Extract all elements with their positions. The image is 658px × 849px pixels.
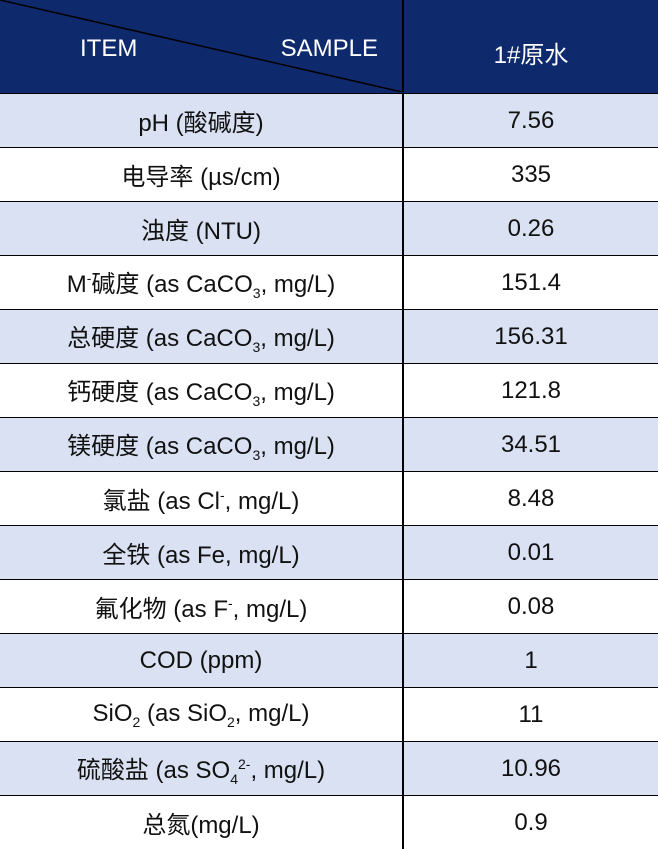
item-cell: SiO2 (as SiO2, mg/L) [0,688,404,741]
table-row: M-碱度 (as CaCO3, mg/L) 151.4 [0,255,658,309]
item-cell: 总硬度 (as CaCO3, mg/L) [0,310,404,363]
item-segment: (as SiO [140,699,227,727]
item-text: 浊度 (NTU) [141,211,261,246]
item-segment: 3 [252,338,261,355]
table-row: 氟化物 (as F-, mg/L) 0.08 [0,579,658,633]
value-cell: 156.31 [494,322,568,350]
item-segment: - [227,595,233,611]
item-segment: 总氮(mg/L) [142,812,260,839]
value-cell: 10.96 [500,754,562,782]
header-item-cell: ITEM SAMPLE [0,0,404,92]
table-row: 硫酸盐 (as SO42-, mg/L) 10.96 [0,741,658,795]
item-segment: M [66,271,87,299]
item-text: 总硬度 (as CaCO3, mg/L) [67,318,335,355]
item-text: 硫酸盐 (as SO42-, mg/L) [77,750,325,787]
value-cell: 0.26 [507,214,555,242]
item-text: COD (ppm) [140,647,263,675]
value-cell: 11 [518,700,544,728]
item-segment: 碱度 (as CaCO [91,271,253,299]
table-row: 总氮(mg/L) 0.9 [0,795,658,849]
header-sample: SAMPLE [280,35,378,62]
item-text: 氟化物 (as F-, mg/L) [95,589,308,624]
value-cell: 0.01 [507,538,555,566]
item-segment: , mg/L) [260,325,335,353]
item-segment: 2 [227,713,235,730]
table-row: 钙硬度 (as CaCO3, mg/L) 121.8 [0,363,658,417]
value-cell: 34.51 [500,430,562,458]
item-segment: 氟化物 (as F [94,596,228,623]
item-text: 总氮(mg/L) [142,805,259,840]
item-segment: , mg/L) [260,433,335,461]
table-row: 总硬度 (as CaCO3, mg/L) 156.31 [0,309,658,363]
item-segment: , mg/L) [250,757,326,785]
item-cell: 电导率 (µs/cm) [0,148,404,201]
table-header: ITEM SAMPLE 1#原水 [0,0,658,93]
item-segment: 2 [132,713,141,730]
table-row: 氯盐 (as Cl-, mg/L) 8.48 [0,471,658,525]
item-segment: , mg/L) [260,379,335,407]
table-row: 浊度 (NTU) 0.26 [0,201,658,255]
value-cell: 151.4 [500,268,562,296]
value-cell: 0.08 [507,592,555,620]
value-cell: 335 [510,160,552,188]
item-cell: M-碱度 (as CaCO3, mg/L) [0,256,404,309]
item-cell: 钙硬度 (as CaCO3, mg/L) [0,364,404,417]
value-cell: 7.56 [507,106,555,134]
item-cell: 氯盐 (as Cl-, mg/L) [0,472,404,525]
item-segment: 2- [238,756,251,773]
item-text: 氯盐 (as Cl-, mg/L) [103,481,300,516]
table-row: SiO2 (as SiO2, mg/L) 11 [0,687,658,741]
item-segment: - [86,270,92,287]
table-row: 镁硬度 (as CaCO3, mg/L) 34.51 [0,417,658,471]
item-segment: , mg/L) [260,271,336,299]
item-segment: , mg/L) [224,488,300,515]
item-cell: 氟化物 (as F-, mg/L) [0,580,404,633]
item-cell: 总氮(mg/L) [0,796,404,849]
header-item: ITEM [80,35,138,62]
item-segment: 氯盐 (as Cl [102,488,220,515]
item-segment: COD (ppm) [139,646,263,674]
item-segment: - [219,487,225,503]
item-cell: pH (酸碱度) [0,94,404,147]
table-row: COD (ppm) 1 [0,633,658,687]
item-segment: 电导率 (µs/cm) [121,164,281,191]
item-text: 钙硬度 (as CaCO3, mg/L) [67,372,335,409]
item-segment: 钙硬度 (as CaCO [67,379,253,407]
item-segment: 3 [252,446,261,463]
item-text: 全铁 (as Fe, mg/L) [102,535,299,570]
item-cell: 硫酸盐 (as SO42-, mg/L) [0,742,404,795]
value-cell: 0.9 [514,808,548,836]
item-segment: 4 [230,770,238,787]
diagonal [0,0,402,92]
table-row: pH (酸碱度) 7.56 [0,93,658,147]
item-text: 电导率 (µs/cm) [121,157,280,192]
item-cell: COD (ppm) [0,634,404,687]
item-text: 镁硬度 (as CaCO3, mg/L) [67,426,335,463]
item-segment: 3 [252,392,261,409]
table-row: 电导率 (µs/cm) 335 [0,147,658,201]
item-segment: 3 [252,284,261,301]
item-segment: 硫酸盐 (as SO [76,757,231,785]
value-cell: 121.8 [500,376,562,404]
item-segment: 总硬度 (as CaCO [67,325,253,353]
item-cell: 镁硬度 (as CaCO3, mg/L) [0,418,404,471]
item-text: SiO2 (as SiO2, mg/L) [93,700,310,730]
item-text: pH (酸碱度) [138,103,263,138]
item-cell: 浊度 (NTU) [0,202,404,255]
item-segment: , mg/L) [232,596,308,623]
item-segment: , mg/L) [234,699,310,727]
item-cell: 全铁 (as Fe, mg/L) [0,526,404,579]
item-segment: 浊度 (NTU) [141,218,261,245]
table-row: 全铁 (as Fe, mg/L) 0.01 [0,525,658,579]
item-segment: 镁硬度 (as CaCO [67,433,253,461]
value-cell: 8.48 [507,484,555,512]
item-segment: SiO [92,699,133,727]
value-cell: 1 [524,646,538,674]
item-segment: pH (酸碱度) [138,110,264,137]
item-segment: 全铁 (as Fe, mg/L) [102,542,300,569]
item-text: M-碱度 (as CaCO3, mg/L) [67,264,336,301]
header-column: 1#原水 [493,42,569,69]
